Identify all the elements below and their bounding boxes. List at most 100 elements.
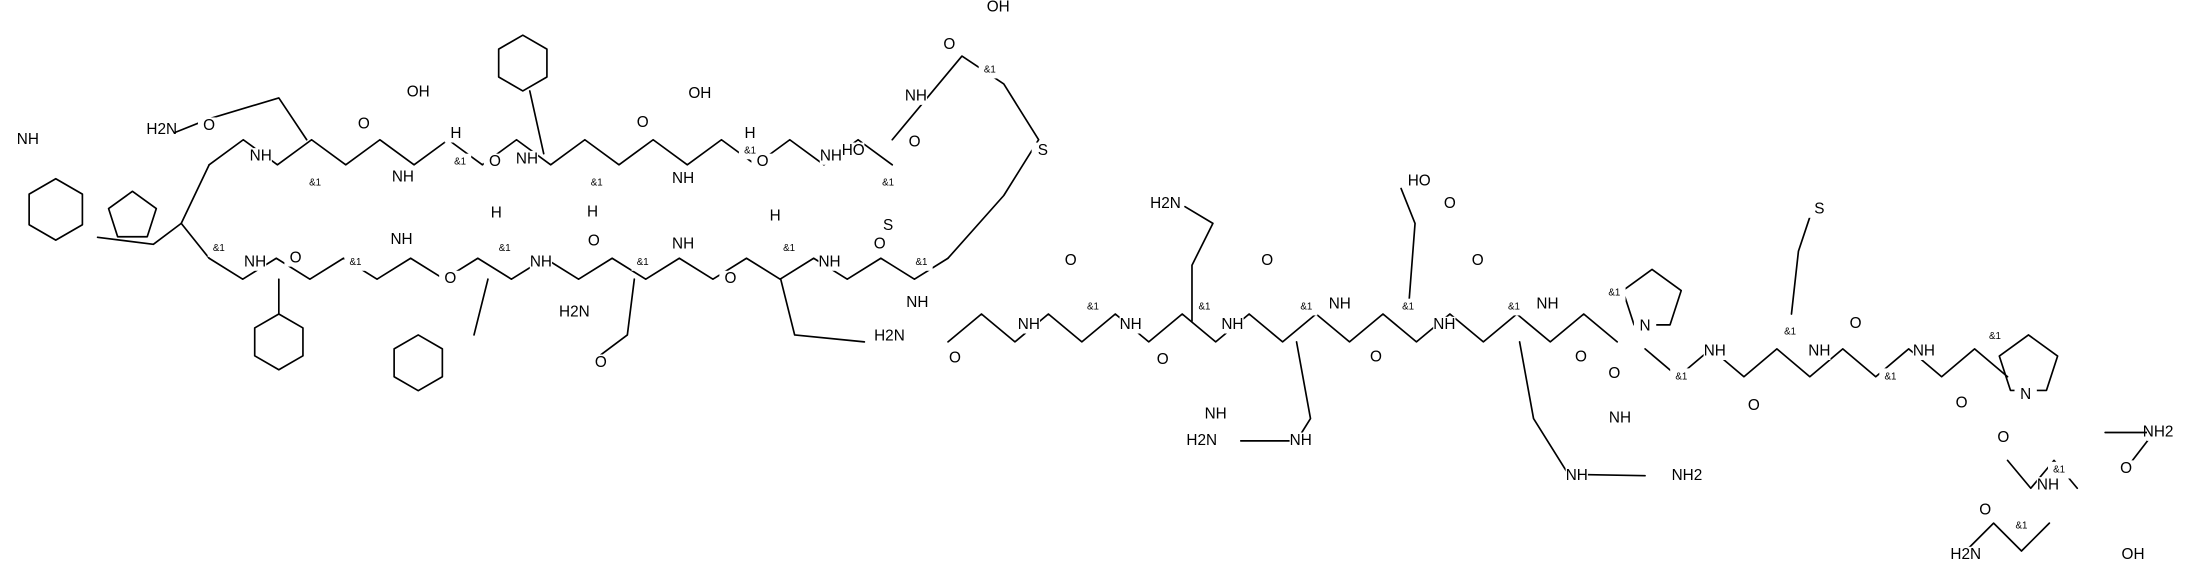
bond bbox=[528, 90, 545, 155]
label-bg bbox=[1569, 348, 1593, 366]
atom-label: O bbox=[203, 117, 215, 134]
bond bbox=[1518, 341, 1646, 477]
label-bg bbox=[2121, 546, 2145, 564]
label-bg bbox=[1703, 343, 1726, 361]
atom-label: O bbox=[637, 114, 649, 131]
atom-label: &1 bbox=[783, 243, 795, 254]
atom-label: S bbox=[883, 217, 893, 234]
atom-label: &1 bbox=[1402, 302, 1414, 313]
label-bg bbox=[1675, 467, 1699, 485]
bond bbox=[1790, 208, 1814, 315]
atom-label: NH bbox=[1018, 316, 1040, 333]
atom-label: NH bbox=[818, 253, 840, 270]
atom-label: NH bbox=[2037, 477, 2059, 494]
atom-label: O bbox=[1157, 351, 1169, 368]
bond bbox=[1964, 522, 2051, 552]
atom-label: NH bbox=[1329, 295, 1351, 312]
label-bg bbox=[868, 235, 891, 253]
atom-label: O bbox=[290, 249, 302, 266]
label-bg bbox=[197, 117, 221, 135]
atom-label: H2N bbox=[1186, 432, 1217, 449]
atom-label: O bbox=[1956, 394, 1968, 411]
label-bg bbox=[878, 327, 901, 345]
label-bg bbox=[671, 170, 695, 188]
label-bg bbox=[390, 231, 413, 249]
label-bg bbox=[818, 254, 841, 271]
atom-label: O bbox=[1997, 429, 2009, 446]
label-bg bbox=[207, 240, 231, 257]
label-bg bbox=[1256, 252, 1279, 270]
label-bg bbox=[1844, 315, 1867, 333]
atom-label: &1 bbox=[591, 178, 603, 189]
label-bg bbox=[1565, 467, 1588, 485]
bond bbox=[497, 34, 548, 92]
atom-label: NH bbox=[1290, 432, 1312, 449]
atom-label: &1 bbox=[2053, 465, 2065, 476]
atom-label: O bbox=[1444, 195, 1456, 212]
atom-label: &1 bbox=[213, 243, 225, 254]
atom-label: OH bbox=[987, 0, 1010, 15]
label-bg bbox=[1536, 295, 1559, 313]
label-bg bbox=[1031, 142, 1054, 160]
label-bg bbox=[987, 0, 1010, 16]
label-bg bbox=[1879, 368, 1902, 386]
atom-label: NH bbox=[516, 150, 538, 167]
atom-label: O bbox=[874, 235, 886, 252]
atom-label: &1 bbox=[309, 178, 321, 189]
label-bg bbox=[1983, 327, 2007, 345]
atom-label: NH bbox=[530, 253, 552, 270]
label-bg bbox=[1633, 318, 1657, 335]
atom-label: H bbox=[745, 125, 756, 142]
label-bg bbox=[493, 240, 516, 257]
label-bg bbox=[515, 150, 539, 168]
atom-label: H2N bbox=[1150, 195, 1181, 212]
label-bg bbox=[1466, 252, 1489, 270]
atom-label: O bbox=[1979, 502, 1991, 519]
atom-label: &1 bbox=[1508, 302, 1520, 313]
bond bbox=[598, 278, 636, 357]
label-bg bbox=[444, 125, 468, 143]
atom-label: O bbox=[1065, 252, 1077, 269]
label-bg bbox=[904, 88, 928, 105]
atom-label: &1 bbox=[984, 65, 996, 76]
atom-label: NH bbox=[820, 148, 842, 165]
label-bg bbox=[344, 254, 367, 271]
bond bbox=[393, 334, 444, 392]
atom-label: O bbox=[1472, 252, 1484, 269]
label-bg bbox=[1151, 351, 1174, 369]
bond bbox=[180, 163, 210, 260]
atom-label: NH bbox=[672, 170, 694, 187]
label-bg bbox=[1603, 365, 1626, 383]
atom-label: NH bbox=[250, 148, 272, 165]
label-bg bbox=[938, 36, 961, 54]
label-bg bbox=[1502, 298, 1526, 316]
label-bg bbox=[751, 153, 774, 171]
label-bg bbox=[1221, 316, 1244, 334]
atom-label: NH2 bbox=[2143, 424, 2174, 441]
atom-label: H2N bbox=[1950, 546, 1981, 563]
atom-label: &1 bbox=[1884, 371, 1896, 382]
atom-label: &1 bbox=[499, 243, 511, 254]
label-bg bbox=[1190, 432, 1213, 450]
label-bg bbox=[1328, 295, 1351, 313]
label-bg bbox=[1954, 546, 1977, 564]
atom-label: &1 bbox=[744, 145, 756, 156]
label-bg bbox=[1408, 173, 1431, 190]
label-bg bbox=[1364, 348, 1388, 366]
label-bg bbox=[352, 116, 376, 133]
bond bbox=[473, 278, 489, 336]
bond bbox=[1622, 268, 1683, 326]
atom-label: H bbox=[491, 205, 502, 222]
atom-label: O bbox=[444, 270, 456, 287]
atom-label: O bbox=[1575, 348, 1587, 365]
label-bg bbox=[1992, 429, 2015, 447]
label-bg bbox=[1154, 195, 1177, 213]
label-bg bbox=[391, 169, 415, 186]
label-bg bbox=[943, 350, 967, 367]
atom-label: H bbox=[770, 207, 781, 224]
atom-label: &1 bbox=[1199, 302, 1211, 313]
atom-label: O bbox=[1261, 252, 1273, 269]
label-bg bbox=[876, 174, 900, 192]
